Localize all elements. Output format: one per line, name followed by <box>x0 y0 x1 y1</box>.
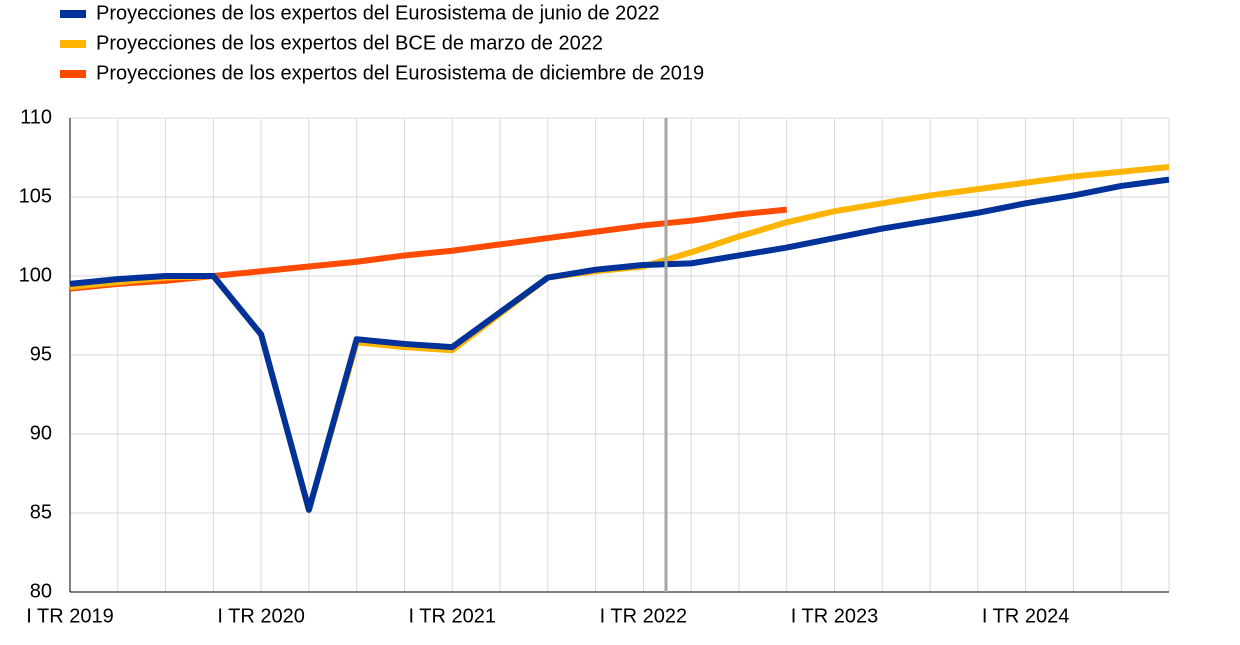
grid <box>69 117 1170 593</box>
x-tick-label: I TR 2019 <box>26 605 113 627</box>
y-tick-label: 80 <box>30 580 52 602</box>
lines <box>69 163 1170 513</box>
x-tick-label: I TR 2023 <box>791 605 878 627</box>
y-tick-label: 90 <box>30 422 52 444</box>
labels: 80 85 90 95 100 105 110 I TR 2019 I TR 2020 I TR … <box>19 2 1070 627</box>
x-tick-label: I TR 2024 <box>982 605 1069 627</box>
series-line <box>69 163 1170 513</box>
legend-swatch <box>60 70 86 78</box>
y-tick-label: 110 <box>20 106 52 128</box>
y-tick-label: 95 <box>30 343 52 365</box>
legend-label: Proyecciones de los expertos del Eurosis… <box>96 62 704 84</box>
legend-label: Proyecciones de los expertos del BCE de … <box>96 32 603 54</box>
y-tick-label: 100 <box>19 264 52 286</box>
series-line <box>69 176 1170 513</box>
y-tick-label: 85 <box>30 501 52 523</box>
x-tick-label: I TR 2020 <box>217 605 304 627</box>
legend-swatch <box>60 10 86 18</box>
legend-swatch <box>60 40 86 48</box>
legend-label: Proyecciones de los expertos del Eurosis… <box>96 2 660 24</box>
x-tick-label: I TR 2022 <box>600 605 687 627</box>
y-tick-label: 105 <box>19 185 52 207</box>
x-tick-label: I TR 2021 <box>409 605 496 627</box>
